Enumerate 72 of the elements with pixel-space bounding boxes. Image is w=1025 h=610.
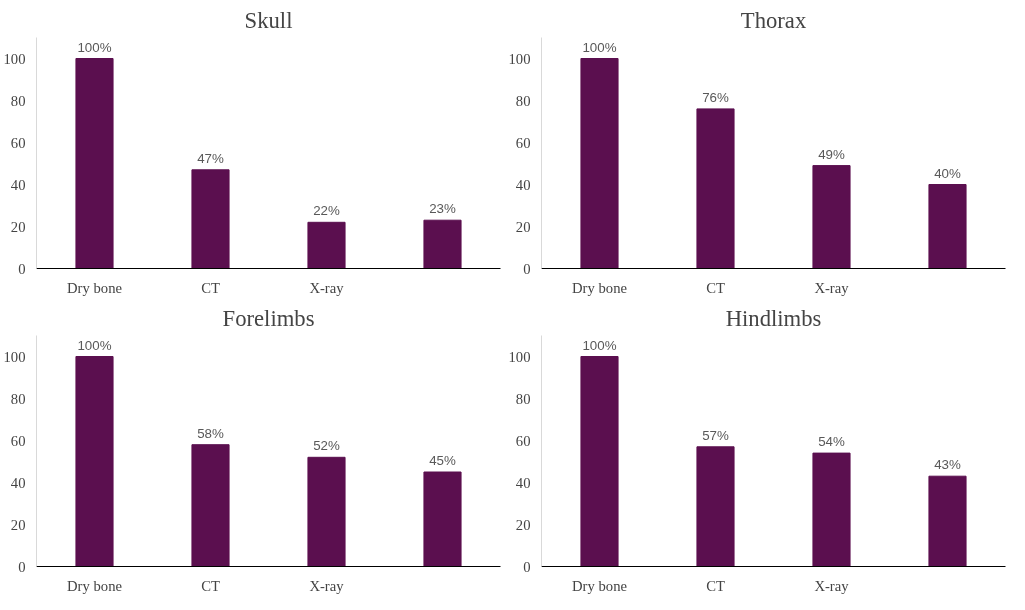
- bar: [812, 165, 851, 269]
- y-tick-label: 60: [515, 134, 531, 151]
- bar: [928, 475, 967, 567]
- x-tick-label: Dry bone: [572, 577, 627, 594]
- bar: [928, 184, 967, 269]
- x-tick-label: CT: [201, 279, 220, 296]
- y-tick-label: 60: [515, 432, 531, 449]
- data-label: 100%: [77, 39, 112, 55]
- bar: [812, 452, 851, 567]
- y-tick-label: 40: [515, 474, 531, 491]
- data-label: 100%: [582, 337, 617, 353]
- data-label: 58%: [197, 425, 224, 441]
- y-tick-label: 60: [10, 432, 26, 449]
- data-label: 45%: [429, 453, 456, 468]
- y-tick-label: 20: [10, 218, 26, 235]
- x-tick-label: Dry bone: [67, 577, 122, 594]
- bar: [191, 444, 230, 567]
- bar: [307, 221, 346, 269]
- y-tick-label: 80: [10, 390, 26, 407]
- data-label: 22%: [313, 203, 340, 219]
- bar: [696, 446, 735, 567]
- y-tick-label: 20: [515, 218, 531, 235]
- y-tick-label: 0: [523, 558, 531, 575]
- data-label: 100%: [77, 337, 112, 353]
- y-tick-label: 0: [18, 260, 26, 277]
- data-label: 76%: [702, 89, 729, 105]
- x-tick-label: CT: [201, 577, 220, 594]
- y-tick-label: 80: [515, 390, 531, 407]
- data-label: 52%: [313, 438, 340, 454]
- x-tick-label: X-ray: [309, 577, 345, 594]
- data-label: 40%: [934, 165, 961, 181]
- bar: [75, 356, 114, 567]
- y-tick-label: 100: [508, 348, 531, 365]
- y-tick-label: 20: [10, 516, 26, 533]
- data-label: 54%: [818, 434, 845, 450]
- x-tick-label: X-ray: [814, 577, 850, 594]
- bar: [307, 456, 346, 567]
- x-tick-label: X-ray: [309, 279, 345, 296]
- y-tick-label: 60: [10, 134, 26, 151]
- chart-title: Hindlimbs: [725, 305, 822, 331]
- y-tick-label: 0: [523, 260, 531, 277]
- y-tick-label: 100: [3, 50, 26, 67]
- y-tick-label: 100: [508, 50, 531, 67]
- y-tick-label: 0: [18, 558, 26, 575]
- data-label: 23%: [429, 201, 456, 217]
- x-tick-label: Dry bone: [572, 279, 627, 296]
- y-tick-label: 20: [515, 516, 531, 533]
- bar: [423, 471, 462, 567]
- bar: [696, 108, 735, 269]
- y-tick-label: 40: [10, 176, 26, 193]
- bar: [423, 219, 462, 269]
- y-tick-label: 40: [515, 176, 531, 193]
- x-tick-label: Dry bone: [67, 279, 122, 296]
- bar: [580, 356, 619, 567]
- chart-title: Skull: [244, 7, 293, 33]
- y-tick-label: 80: [10, 92, 26, 109]
- x-tick-label: CT: [706, 279, 725, 296]
- bar: [191, 169, 230, 269]
- chart-title: Thorax: [740, 7, 807, 33]
- y-tick-label: 80: [515, 92, 531, 109]
- data-label: 43%: [934, 457, 961, 473]
- data-label: 49%: [818, 146, 845, 162]
- bar: [75, 58, 114, 269]
- bar: [580, 58, 619, 269]
- data-label: 100%: [582, 39, 617, 55]
- x-tick-label: CT: [706, 577, 725, 594]
- x-tick-label: X-ray: [814, 279, 850, 296]
- data-label: 57%: [702, 427, 729, 443]
- y-tick-label: 40: [10, 474, 26, 491]
- chart-title: Forelimbs: [222, 305, 315, 331]
- y-tick-label: 100: [3, 348, 26, 365]
- data-label: 47%: [197, 150, 224, 166]
